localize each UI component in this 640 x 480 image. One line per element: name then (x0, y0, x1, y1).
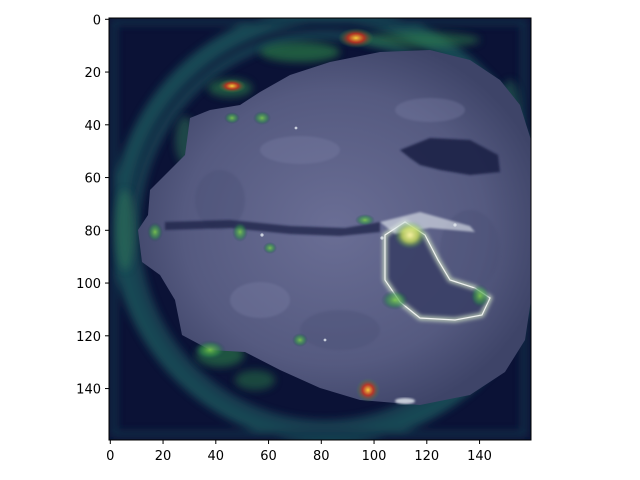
y-tick-label: 100 (76, 277, 101, 292)
hotspot-bottom (356, 378, 380, 402)
y-tick-label: 0 (93, 13, 101, 28)
axes-frame (108, 17, 532, 441)
y-axis: 0 20 40 60 80 100 120 140 (76, 13, 109, 398)
hotspot-top (338, 28, 374, 48)
x-tick-label: 140 (467, 449, 492, 464)
y-tick-label: 80 (84, 224, 101, 239)
y-tick-label: 60 (84, 172, 101, 187)
x-tick-label: 0 (106, 449, 114, 464)
x-tick-label: 100 (362, 449, 387, 464)
x-tick-label: 80 (313, 449, 330, 464)
hotspot-left (218, 79, 246, 93)
x-axis: 0 20 40 60 80 100 120 140 (106, 440, 492, 464)
x-tick-label: 120 (414, 449, 439, 464)
y-tick-label: 40 (84, 119, 101, 134)
x-tick-label: 60 (260, 449, 277, 464)
heatmap-image (109, 18, 531, 440)
x-tick-label: 40 (208, 449, 225, 464)
y-tick-label: 20 (84, 66, 101, 81)
y-tick-label: 120 (76, 330, 101, 345)
y-tick-label: 140 (76, 383, 101, 398)
x-tick-label: 20 (155, 449, 172, 464)
